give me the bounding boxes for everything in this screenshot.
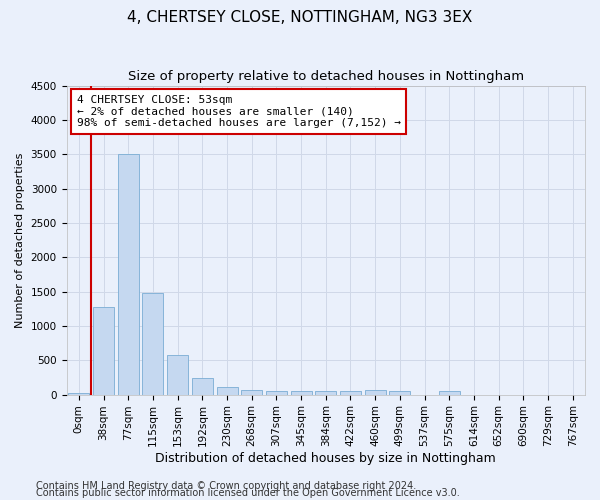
Text: 4 CHERTSEY CLOSE: 53sqm
← 2% of detached houses are smaller (140)
98% of semi-de: 4 CHERTSEY CLOSE: 53sqm ← 2% of detached… bbox=[77, 95, 401, 128]
Bar bbox=[192, 378, 213, 394]
X-axis label: Distribution of detached houses by size in Nottingham: Distribution of detached houses by size … bbox=[155, 452, 496, 465]
Bar bbox=[217, 387, 238, 394]
Bar bbox=[439, 391, 460, 394]
Bar bbox=[241, 390, 262, 394]
Bar bbox=[290, 391, 311, 394]
Bar bbox=[167, 356, 188, 395]
Bar bbox=[315, 391, 336, 394]
Bar bbox=[142, 293, 163, 394]
Bar bbox=[365, 390, 386, 394]
Text: Contains public sector information licensed under the Open Government Licence v3: Contains public sector information licen… bbox=[36, 488, 460, 498]
Bar bbox=[340, 391, 361, 394]
Text: 4, CHERTSEY CLOSE, NOTTINGHAM, NG3 3EX: 4, CHERTSEY CLOSE, NOTTINGHAM, NG3 3EX bbox=[127, 10, 473, 25]
Bar bbox=[118, 154, 139, 394]
Title: Size of property relative to detached houses in Nottingham: Size of property relative to detached ho… bbox=[128, 70, 524, 83]
Text: Contains HM Land Registry data © Crown copyright and database right 2024.: Contains HM Land Registry data © Crown c… bbox=[36, 481, 416, 491]
Bar bbox=[266, 391, 287, 394]
Y-axis label: Number of detached properties: Number of detached properties bbox=[15, 152, 25, 328]
Bar bbox=[389, 391, 410, 394]
Bar bbox=[68, 392, 89, 394]
Bar bbox=[93, 306, 114, 394]
